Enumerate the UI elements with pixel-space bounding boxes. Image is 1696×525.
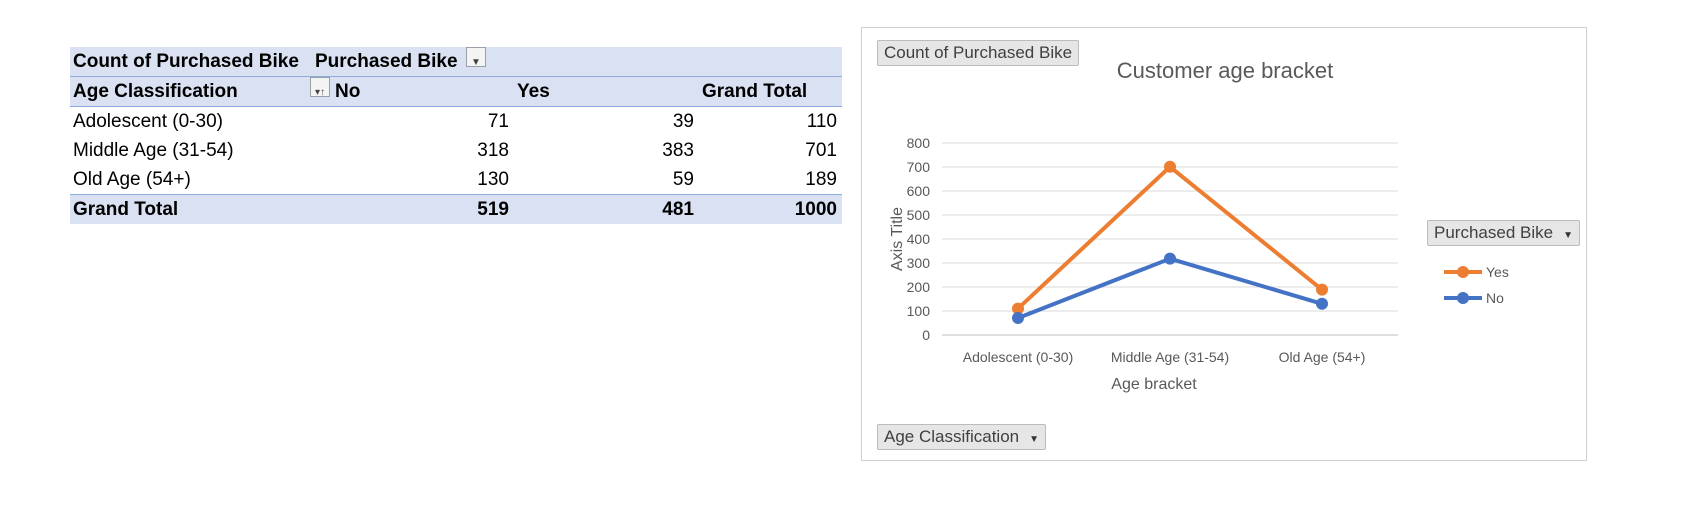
- x-axis-title: Age bracket: [1111, 376, 1197, 393]
- x-tick-label: Middle Age (31-54): [1111, 349, 1229, 365]
- data-point-yes: [1164, 160, 1176, 173]
- y-tick-label: 600: [907, 183, 931, 199]
- cell-no: 130: [477, 169, 509, 190]
- legend-field-button[interactable]: Purchased Bike ▼: [1427, 220, 1580, 246]
- data-point-no: [1316, 297, 1328, 310]
- table-row: Middle Age (31-54) 318 383 701: [70, 136, 842, 165]
- pivot-value-field: Count of Purchased Bike: [73, 51, 299, 72]
- y-tick-label: 800: [907, 135, 931, 151]
- cell-yes: 383: [662, 140, 694, 161]
- y-tick-label: 700: [907, 159, 931, 175]
- legend-marker-yes: [1457, 266, 1469, 278]
- data-point-no: [1012, 311, 1024, 324]
- legend-label-yes: Yes: [1486, 264, 1509, 280]
- table-row: Old Age (54+) 130 59 189: [70, 165, 842, 194]
- cell-total: 110: [806, 111, 837, 132]
- column-filter-dropdown-icon[interactable]: ▼: [466, 47, 486, 68]
- y-tick-label: 400: [907, 231, 931, 247]
- grand-total-row: Grand Total 519 481 1000: [70, 194, 842, 224]
- y-axis-title: Axis Title: [889, 207, 906, 271]
- pivot-chart[interactable]: Customer age bracket 0 100 200 300 400 500 600 7…: [861, 27, 1587, 461]
- table-row: Adolescent (0-30) 71 39 110: [70, 107, 842, 136]
- pivot-row-field: Age Classification: [73, 81, 238, 102]
- legend-label-no: No: [1486, 290, 1504, 306]
- data-point-no: [1164, 252, 1176, 265]
- grand-total-no: 519: [477, 199, 509, 220]
- data-point-yes: [1012, 302, 1024, 315]
- pivot-table: Count of Purchased Bike Purchased Bike ▼…: [70, 47, 842, 224]
- y-tick-label: 200: [907, 279, 931, 295]
- row-sort-filter-icon[interactable]: ▾↑: [310, 77, 330, 98]
- pivot-header-row: Count of Purchased Bike Purchased Bike ▼: [70, 47, 842, 76]
- cell-total: 701: [805, 140, 837, 161]
- x-tick-label: Old Age (54+): [1279, 349, 1366, 365]
- dropdown-arrow-icon: ▼: [1029, 434, 1040, 445]
- cell-yes: 59: [672, 169, 694, 190]
- cell-no: 318: [477, 140, 509, 161]
- legend-marker-no: [1457, 292, 1469, 304]
- y-tick-label: 300: [907, 255, 931, 271]
- chart-canvas: Customer age bracket 0 100 200 300 400 500 600 7…: [889, 58, 1509, 393]
- grand-total-yes: 481: [662, 199, 694, 220]
- dropdown-arrow-icon: ▼: [1563, 230, 1573, 241]
- cell-no: 71: [487, 111, 509, 132]
- y-tick-label: 500: [907, 207, 931, 223]
- col-header-no: No: [335, 81, 361, 102]
- y-tick-label: 0: [922, 327, 930, 343]
- cell-total: 189: [805, 169, 837, 190]
- value-field-label: Count of Purchased Bike: [884, 43, 1073, 62]
- y-tick-label: 100: [907, 303, 931, 319]
- value-field-button[interactable]: Count of Purchased Bike: [877, 40, 1080, 66]
- pivot-column-field: Purchased Bike: [315, 51, 458, 72]
- pivot-column-header-row: Age Classification ▾↑ No Yes Grand Total: [70, 76, 842, 107]
- legend-field-label: Purchased Bike: [1434, 223, 1554, 242]
- x-tick-label: Adolescent (0-30): [963, 349, 1074, 365]
- cell-yes: 39: [672, 111, 694, 132]
- row-label: Middle Age (31-54): [73, 140, 234, 161]
- col-header-yes: Yes: [517, 81, 550, 102]
- row-label: Adolescent (0-30): [73, 111, 223, 132]
- col-header-grand-total: Grand Total: [702, 81, 808, 102]
- axis-field-button[interactable]: Age Classification ▼: [877, 424, 1047, 450]
- grand-total-label: Grand Total: [73, 199, 179, 220]
- grand-total-value: 1000: [794, 199, 837, 220]
- data-point-yes: [1316, 283, 1328, 296]
- chart-title: Customer age bracket: [1117, 58, 1333, 83]
- axis-field-label: Age Classification: [884, 427, 1020, 446]
- row-label: Old Age (54+): [73, 169, 191, 190]
